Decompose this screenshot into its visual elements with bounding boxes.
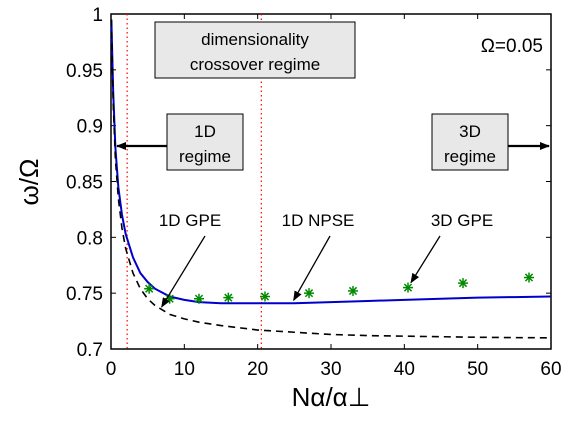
y-tick-label: 0.75 <box>66 284 103 305</box>
x-tick-label: 30 <box>320 359 341 380</box>
y-tick-label: 0.95 <box>66 61 103 82</box>
asterisk-stroke <box>524 273 534 282</box>
3d-regime-box <box>431 113 509 171</box>
series-line-1d-gpe <box>110 19 552 339</box>
3d-regime-line1: 3D <box>459 122 481 141</box>
1d-regime-box <box>166 113 244 171</box>
data-point-3d-gpe <box>458 278 468 289</box>
series-line-1d-npse <box>110 19 552 305</box>
annotation-arrows <box>116 142 550 308</box>
asterisk-stroke <box>304 289 314 298</box>
asterisk-stroke <box>403 283 413 292</box>
data-point-3d-gpe <box>524 272 534 283</box>
data-point-3d-gpe <box>260 291 270 302</box>
label-1d-npse: 1D NPSE <box>282 211 355 230</box>
data-point-3d-gpe <box>223 292 234 303</box>
asterisk-stroke <box>458 278 468 288</box>
omega-parameter-label: Ω=0.05 <box>481 36 543 57</box>
asterisk-stroke <box>224 293 233 302</box>
data-point-3d-gpe <box>194 293 204 304</box>
3d-regime-line2: regime <box>444 147 496 166</box>
y-tick-label: 0.7 <box>77 340 103 361</box>
x-tick-label: 60 <box>540 359 561 380</box>
data-point-3d-gpe <box>144 283 155 294</box>
x-tick-label: 0 <box>106 359 117 380</box>
crossover-regime-annotation: dimensionality crossover regime <box>154 21 356 79</box>
3d-regime-annotation: 3D regime <box>431 113 509 171</box>
x-tick-label: 20 <box>247 359 268 380</box>
asterisk-stroke <box>194 294 204 303</box>
asterisk-stroke <box>145 284 154 293</box>
y-tick-label: 1 <box>92 5 103 26</box>
x-tick-label: 50 <box>467 359 488 380</box>
y-tick-label: 0.9 <box>77 117 103 138</box>
arrow-1d-gpe <box>161 235 206 308</box>
arrow-1d-npse <box>293 235 331 302</box>
crossover-regime-box <box>154 21 356 79</box>
data-point-3d-gpe <box>304 288 314 299</box>
label-1d-gpe: 1D GPE <box>159 211 221 230</box>
crossover-regime-line2: crossover regime <box>190 55 320 74</box>
y-tick-label: 0.85 <box>66 173 103 194</box>
1d-regime-line2: regime <box>179 147 231 166</box>
asterisk-stroke <box>260 292 270 301</box>
1d-regime-line1: 1D <box>194 122 216 141</box>
arrow-3d-gpe <box>410 235 441 284</box>
data-point-3d-gpe <box>403 282 413 293</box>
label-3d-gpe: 3D GPE <box>431 211 493 230</box>
x-tick-label: 10 <box>174 359 195 380</box>
1d-regime-annotation: 1D regime <box>166 113 244 171</box>
x-axis-label: Nα/α⊥ <box>292 382 371 412</box>
asterisk-stroke <box>348 286 358 296</box>
crossover-regime-line1: dimensionality <box>201 30 309 49</box>
data-point-3d-gpe <box>348 285 358 296</box>
axis-ticks: 0 10 20 30 40 50 60 0.7 0.75 0.8 0.85 0.9 0.95 1 <box>66 5 562 380</box>
y-axis-label: ω/Ω <box>14 159 44 206</box>
y-tick-label: 0.8 <box>77 228 103 249</box>
x-tick-label: 40 <box>394 359 415 380</box>
